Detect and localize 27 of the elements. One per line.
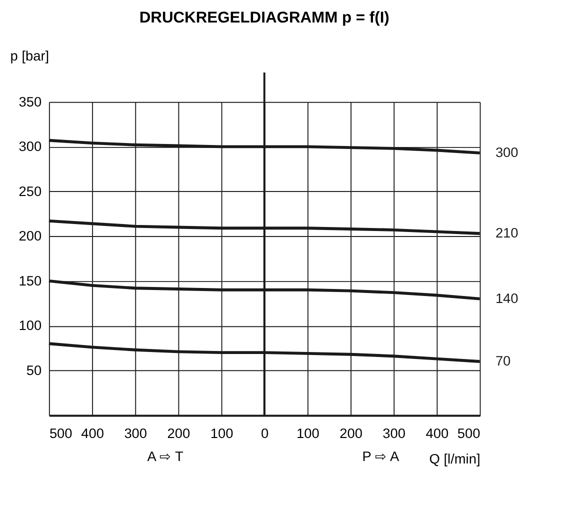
y-tick-label: 50 — [26, 362, 42, 378]
x-tick-label: 500 — [457, 426, 481, 442]
x-tick-label: 200 — [167, 426, 190, 442]
series-label: 210 — [495, 225, 519, 240]
y-tick-label: 200 — [18, 228, 42, 244]
x-tick-label: 200 — [340, 426, 363, 442]
y-tick-label: 150 — [18, 273, 42, 288]
y-tick-label: 350 — [18, 94, 42, 110]
y-axis-title: p [bar] — [10, 48, 50, 64]
x-tick-label: 100 — [296, 426, 320, 442]
x-tick-label: 400 — [426, 426, 449, 442]
x-tick-label: 0 — [261, 426, 270, 442]
x-tick-label: 400 — [81, 426, 104, 442]
y-tick-label: 300 — [18, 139, 42, 154]
chart-title: DRUCKREGELDIAGRAMM p = f(I) — [139, 10, 390, 27]
x-axis-title: Q [l/min] — [429, 452, 480, 467]
text: P ⇨ A — [362, 449, 400, 464]
series-label: 140 — [495, 290, 519, 306]
y-tick-label: 250 — [18, 184, 42, 199]
series-label: 70 — [495, 353, 512, 368]
text: A ⇨ T — [147, 449, 184, 464]
x-tick-label: 500 — [49, 426, 73, 442]
y-tick-label: 100 — [18, 318, 42, 334]
x-tick-label: 100 — [210, 426, 234, 442]
series-label: 300 — [495, 144, 519, 160]
x-tick-label: 300 — [382, 426, 406, 442]
x-tick-label: 300 — [124, 426, 148, 442]
